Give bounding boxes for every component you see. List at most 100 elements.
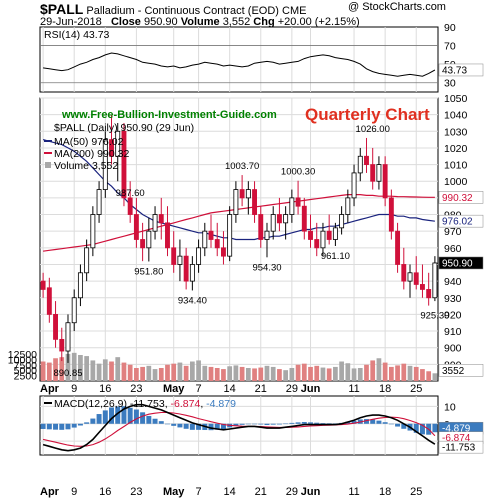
macd-histogram-bar <box>102 410 108 424</box>
volume-bar <box>102 359 108 381</box>
macd-histogram-bar <box>140 412 146 424</box>
candle-body <box>121 130 127 199</box>
candle-body <box>158 214 164 224</box>
candle-body <box>320 230 326 249</box>
macd-histogram-bar <box>90 418 96 424</box>
candle-body <box>364 155 369 165</box>
macd-histogram-bar <box>320 423 326 424</box>
candle-body <box>357 155 363 174</box>
volume-bar <box>221 369 226 381</box>
macd-histogram-bar <box>401 423 407 429</box>
price-annotation: 961.10 <box>321 251 350 262</box>
site-watermark: www.Free-Bullion-Investment-Guide.com <box>61 109 277 121</box>
ma50-tag-bg <box>438 214 484 228</box>
price-annotation: 1000.30 <box>281 167 315 178</box>
date-label: 21 <box>255 383 267 395</box>
ma50-line <box>42 139 435 241</box>
macd-histogram-bar <box>252 423 258 425</box>
date-label: Jun <box>301 486 321 498</box>
volume-bar <box>171 363 177 381</box>
volume-bar <box>109 361 114 381</box>
candle-body <box>295 197 301 207</box>
volume-bar <box>78 355 83 381</box>
date-label: 7 <box>196 383 202 395</box>
macd-histogram-bar <box>59 423 65 430</box>
volume-bar <box>420 369 425 381</box>
date-label: 18 <box>379 383 391 395</box>
price-annotation: 987.60 <box>116 188 145 199</box>
ma50-tag: 976.02 <box>442 217 473 228</box>
macd-histogram-bar <box>53 423 59 430</box>
volume-bar <box>189 361 195 381</box>
macd-histogram-bar <box>133 409 139 424</box>
volume-bar <box>264 365 270 381</box>
date-label: 16 <box>99 486 111 498</box>
candle-body <box>140 239 146 249</box>
volume-bar <box>432 373 438 381</box>
volume-bar <box>252 368 257 381</box>
candle-body <box>84 247 90 274</box>
macd-histogram-bar <box>71 423 77 428</box>
rsi-tick-label: 30 <box>444 78 456 90</box>
candle-body <box>370 164 376 182</box>
candle-body <box>90 214 96 249</box>
date-label: 25 <box>410 383 422 395</box>
candle-body <box>102 139 108 190</box>
date-label: 29 <box>286 486 298 498</box>
candle-body <box>301 205 307 232</box>
date-label: 11 <box>348 486 359 498</box>
volume-bar <box>214 368 220 381</box>
candle-body <box>221 247 226 257</box>
symbol: $PALL <box>40 1 84 17</box>
macd-histogram-bar <box>109 407 115 424</box>
macd-signal-tag: -6.874 <box>442 433 471 444</box>
date-label: 11 <box>348 383 359 395</box>
macd-hist-tag: -4.879 <box>442 424 471 435</box>
instrument-name: Palladium - Continuous Contract (EOD) <box>86 5 279 17</box>
volume-bar <box>239 366 245 381</box>
macd-histogram-bar <box>332 423 338 424</box>
macd-histogram-bar <box>276 423 282 425</box>
macd-histogram-bar <box>363 419 369 424</box>
macd-histogram-bar <box>127 407 133 424</box>
volume-tag-bg <box>438 364 484 377</box>
volume-bar <box>407 365 413 381</box>
candle-body <box>376 164 382 182</box>
macd-tick-label: 10 <box>444 401 456 413</box>
candle-body <box>388 197 394 232</box>
candle-body <box>426 289 432 299</box>
volume-bar <box>208 366 214 381</box>
macd-histogram-bar <box>283 423 289 425</box>
macd-value-tag: -11.753 <box>442 443 476 454</box>
candle-body <box>283 214 289 224</box>
candle-body <box>332 227 338 240</box>
volume-legend-swatch <box>45 162 51 168</box>
volume-bar <box>333 366 338 381</box>
macd-histogram-bar <box>388 423 394 425</box>
macd-histogram-bar <box>46 423 52 430</box>
volume-bar <box>395 365 400 381</box>
candle-body <box>59 338 65 352</box>
chart-header-line1: $PALL Palladium - Continuous Contract (E… <box>40 1 306 17</box>
price-annotation: 934.40 <box>178 295 207 306</box>
candle-body <box>65 322 71 352</box>
volume-tick-label: 12500 <box>8 349 37 361</box>
macd-histogram-bar <box>115 406 121 424</box>
candle-body <box>308 230 313 240</box>
candle-body <box>351 172 357 199</box>
volume-bar <box>96 363 102 381</box>
candle-body <box>177 255 183 265</box>
candle-body <box>115 130 121 157</box>
volume-bar <box>202 365 208 381</box>
price-tick-label: 1000 <box>444 176 468 188</box>
candle-body <box>345 197 351 215</box>
macd-histogram-bar <box>395 423 401 427</box>
macd-histogram-bar <box>413 423 419 433</box>
volume-bar <box>382 362 388 381</box>
candle-body <box>395 230 401 265</box>
macd-signal-line <box>42 411 436 447</box>
candle-body <box>189 264 195 282</box>
price-tick-label: 900 <box>444 343 462 355</box>
volume-bar <box>196 360 201 381</box>
